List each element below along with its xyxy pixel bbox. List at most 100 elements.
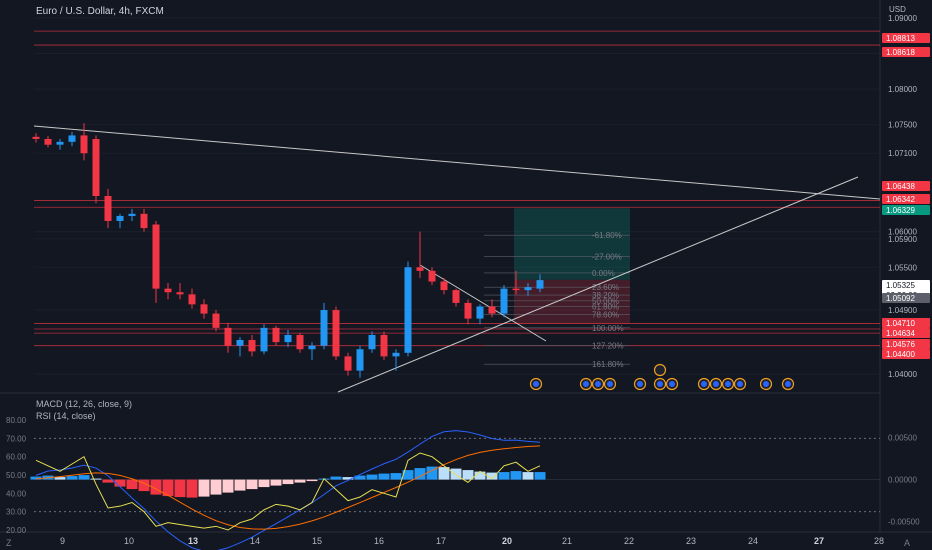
descending-trendline (33, 125, 881, 200)
economic-event-icon (665, 377, 679, 391)
macd-histogram-bar (66, 476, 78, 480)
candle-body (80, 135, 88, 154)
auto-scale-toggle[interactable]: A (904, 538, 911, 548)
time-tick-label: 16 (374, 536, 384, 546)
price-label-tag (882, 318, 930, 328)
macd-histogram-bar (510, 471, 522, 480)
economic-event-icon (603, 377, 617, 391)
macd-histogram-bar (414, 468, 426, 480)
currency-label: USD (889, 5, 906, 14)
rsi-axis-label: 40.00 (6, 489, 27, 498)
price-label-tag (882, 47, 930, 57)
macd-histogram-bar (138, 479, 150, 492)
candle-body (356, 349, 364, 371)
macd-histogram-bar (258, 479, 270, 488)
candle-body (68, 135, 76, 142)
event-icon-flag (669, 381, 675, 387)
event-icon-flag (713, 381, 719, 387)
take-profit-zone (514, 208, 630, 280)
macd-histogram-bar (198, 479, 210, 497)
candle-body (260, 327, 268, 352)
price-tick-label: 1.07100 (888, 149, 917, 158)
candle-body (296, 334, 304, 350)
macd-histogram-bar (150, 479, 162, 495)
macd-histogram-bar (126, 479, 138, 490)
signal-line (35, 445, 541, 530)
candle-body (284, 334, 292, 343)
fib-level-label: -61.80% (592, 231, 622, 240)
fib-level-label: 127.20% (592, 342, 624, 351)
price-label-value: 1.06329 (886, 206, 915, 215)
macd-histogram-bar (402, 470, 414, 480)
time-tick-label: 15 (312, 536, 322, 546)
candle-body (236, 339, 244, 346)
time-tick-label: 21 (562, 536, 572, 546)
macd-histogram-bar (486, 472, 498, 480)
candle-body (32, 136, 40, 139)
candle-body (104, 196, 112, 221)
price-label-value: 1.05325 (886, 281, 915, 290)
fib-level-label: 61.80% (592, 302, 619, 311)
candle-body (188, 294, 196, 305)
price-label-value: 1.04576 (886, 340, 915, 349)
macd-axis-label: -0.00500 (888, 518, 920, 527)
price-tick-label: 1.05900 (888, 235, 917, 244)
macd-histogram-bar (246, 479, 258, 490)
short-trendline (419, 264, 547, 342)
price-label-tag (882, 33, 930, 43)
economic-event-icon (633, 377, 647, 391)
price-label-value: 1.06342 (886, 195, 915, 204)
macd-histogram-bar (474, 471, 486, 480)
macd-histogram-bar (462, 470, 474, 480)
macd-histogram-bar (306, 479, 318, 482)
chart-title: Euro / U.S. Dollar, 4h, FXCM (36, 6, 164, 17)
time-tick-label: 20 (502, 536, 512, 546)
rsi-axis-label: 30.00 (6, 508, 27, 517)
macd-histogram-bar (342, 477, 354, 480)
price-label-value: 1.08813 (886, 34, 915, 43)
candle-body (92, 138, 100, 196)
macd-histogram-bar (30, 476, 42, 480)
time-tick-label: 10 (124, 536, 134, 546)
event-icon-flag (533, 381, 539, 387)
candle-body (464, 302, 472, 319)
economic-event-icon (721, 377, 735, 391)
macd-histogram-bar (234, 479, 246, 491)
price-label-value: 1.06438 (886, 182, 915, 191)
candle-body (200, 304, 208, 314)
event-icon-flag (785, 381, 791, 387)
price-label-value: 1.08618 (886, 48, 915, 57)
economic-event-icon (529, 377, 543, 391)
macd-histogram-bar (330, 476, 342, 480)
candle-body (44, 138, 52, 145)
economic-event-icon (759, 377, 773, 391)
ascending-trendline (337, 176, 859, 393)
price-label-value: 1.04400 (886, 350, 915, 359)
time-tick-label: 23 (686, 536, 696, 546)
fib-level-label: -27.00% (592, 253, 622, 262)
macd-histogram-bar (438, 467, 450, 480)
candle-body (164, 288, 172, 293)
rsi-axis-label: 60.00 (6, 453, 27, 462)
candle-body (500, 288, 508, 314)
candle-body (368, 334, 376, 350)
candle-body (416, 267, 424, 271)
candle-body (212, 313, 220, 328)
price-label-tag (882, 194, 930, 204)
candle-body (512, 288, 520, 291)
macd-histogram-bar (354, 475, 366, 480)
macd-histogram-bar (294, 479, 306, 483)
price-tick-label: 1.06000 (888, 228, 917, 237)
economic-event-icon (591, 377, 605, 391)
time-tick-label: 13 (188, 536, 198, 546)
macd-legend: MACD (12, 26, close, 9) (36, 399, 133, 409)
candle-body (152, 224, 160, 289)
fib-level-label: 50.00% (592, 297, 619, 306)
candle-body (116, 215, 124, 221)
macd-histogram-bar (366, 474, 378, 480)
rsi-axis-label: 50.00 (6, 471, 27, 480)
fib-level-label: 23.60% (592, 283, 619, 292)
timezone-toggle[interactable]: Z (6, 538, 12, 548)
candle-body (332, 310, 340, 357)
